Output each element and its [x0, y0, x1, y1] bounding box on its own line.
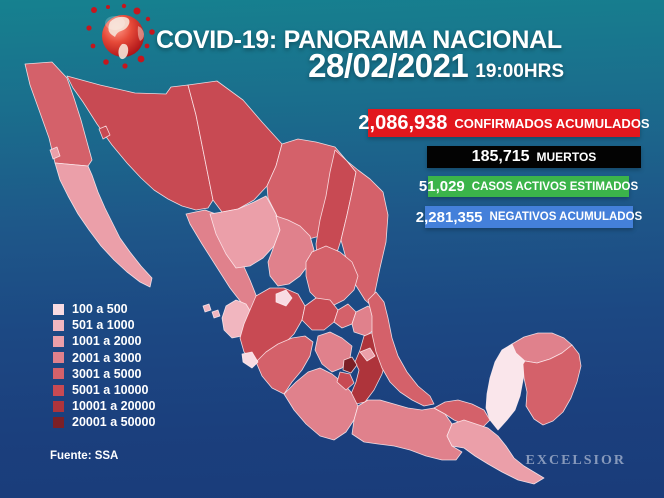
state-isla-maria-2: [211, 309, 221, 319]
state-chihuahua: [187, 80, 283, 213]
legend-swatch: [53, 384, 64, 396]
state-oaxaca: [351, 399, 463, 461]
excelsior-watermark: EXCELSIOR: [525, 453, 626, 468]
stat-muertos: 185,715 MUERTOS: [427, 146, 641, 168]
state-baja-california: [24, 61, 93, 167]
report-time: 19:00HRS: [475, 61, 564, 82]
legend-label: 10001 a 20000: [72, 399, 156, 414]
globe-continents-icon: [108, 16, 144, 60]
legend-swatch: [53, 400, 64, 412]
stat-confirmados-label: CONFIRMADOS ACUMULADOS: [454, 115, 650, 131]
stat-activos: 51,029 CASOS ACTIVOS ESTIMADOS: [419, 176, 638, 197]
legend-row: 1001 a 2000: [53, 333, 155, 349]
legend-row: 3001 a 5000: [53, 366, 155, 382]
report-date: 28/02/2021: [308, 47, 469, 84]
legend-row: 10001 a 20000: [53, 398, 155, 414]
legend-row: 2001 a 3000: [53, 350, 155, 366]
state-tlaxcala: [359, 347, 376, 362]
stat-muertos-value: 185,715: [471, 148, 530, 165]
legend-swatch: [53, 303, 64, 315]
state-veracruz: [367, 291, 435, 407]
stat-activos-label: CASOS ACTIVOS ESTIMADOS: [471, 180, 639, 193]
title-datetime: 28/02/2021 19:00HRS: [308, 47, 564, 85]
legend-label: 3001 a 5000: [72, 366, 142, 381]
legend-row: 100 a 500: [53, 301, 155, 317]
state-colima: [241, 351, 259, 369]
stat-confirmados-value: 2,086,938: [358, 111, 448, 134]
state-guanajuato: [301, 297, 339, 331]
map-legend: 100 a 500 501 a 1000 1001 a 2000 2001 a …: [53, 301, 155, 431]
state-san-luis-potosi: [305, 245, 359, 307]
legend-label: 100 a 500: [72, 302, 128, 317]
state-baja-california-sur: [54, 162, 153, 288]
stat-activos-value: 51,029: [418, 178, 465, 195]
legend-row: 5001 a 10000: [53, 382, 155, 398]
legend-swatch: [53, 416, 64, 428]
legend-row: 20001 a 50000: [53, 414, 155, 430]
stat-negativos-value: 2,281,355: [415, 208, 483, 226]
state-campeche: [485, 343, 526, 431]
legend-label: 5001 a 10000: [72, 383, 149, 398]
legend-label: 20001 a 50000: [72, 415, 156, 430]
stat-muertos-label: MUERTOS: [536, 150, 597, 164]
state-ciudad-de-mexico: [342, 356, 358, 374]
stat-confirmados: 2,086,938 CONFIRMADOS ACUMULADOS: [358, 109, 650, 137]
covid-globe-icon: [86, 3, 155, 69]
state-quintana-roo: [522, 344, 582, 426]
page-title: COVID-19: PANORAMA NACIONAL: [156, 26, 562, 54]
legend-swatch: [53, 335, 64, 347]
stat-negativos-label: NEGATIVOS ACUMULADOS: [489, 211, 643, 223]
globe-highlight: [105, 16, 125, 30]
state-chiapas: [446, 419, 545, 485]
state-michoacan: [255, 335, 314, 395]
legend-row: 501 a 1000: [53, 317, 155, 333]
state-isla-cedros: [49, 146, 61, 160]
legend-swatch: [53, 368, 64, 380]
state-isla-maria-1: [202, 303, 212, 313]
state-morelos: [336, 371, 355, 391]
legend-label: 2001 a 3000: [72, 350, 142, 365]
state-zacatecas: [267, 215, 315, 287]
state-isla-tiburon: [98, 125, 111, 140]
stat-negativos: 2,281,355 NEGATIVOS ACUMULADOS: [416, 206, 642, 228]
legend-swatch: [53, 352, 64, 364]
state-aguascalientes: [275, 289, 293, 307]
legend-swatch: [53, 319, 64, 331]
source-text: Fuente: SSA: [50, 450, 119, 462]
legend-label: 501 a 1000: [72, 318, 135, 333]
legend-label: 1001 a 2000: [72, 334, 142, 349]
virus-particles-icon: [86, 3, 155, 69]
